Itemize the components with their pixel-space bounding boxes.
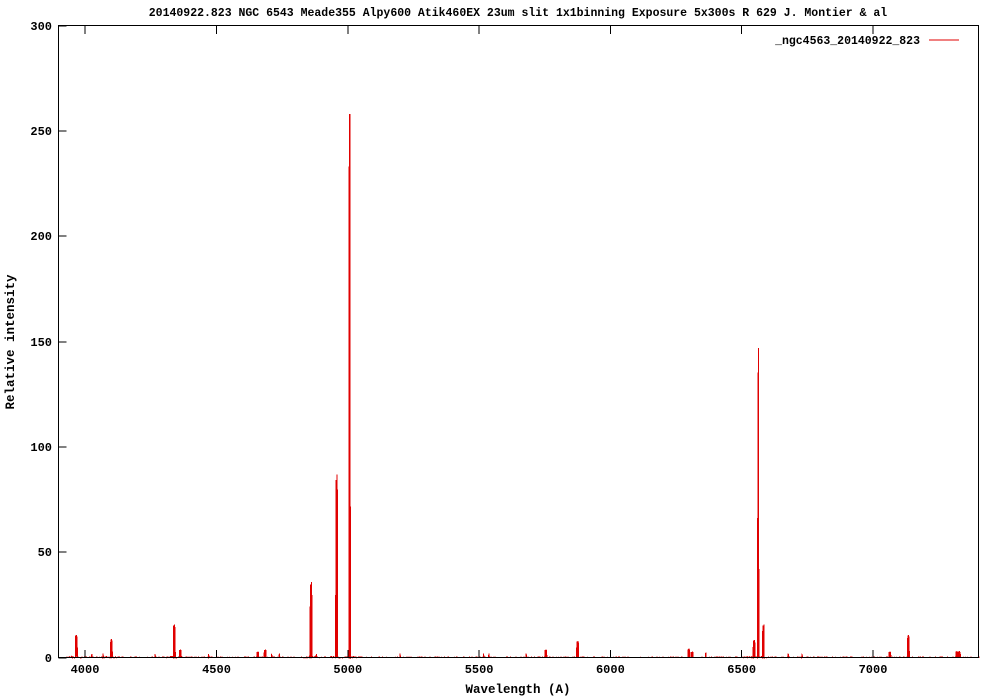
svg-text:_ngc4563_20140922_823: _ngc4563_20140922_823 xyxy=(774,35,920,48)
svg-text:100: 100 xyxy=(30,441,52,455)
svg-text:50: 50 xyxy=(38,546,52,560)
svg-text:300: 300 xyxy=(30,20,52,34)
svg-text:7000: 7000 xyxy=(859,663,888,677)
svg-text:Wavelength (A): Wavelength (A) xyxy=(465,683,570,697)
svg-text:250: 250 xyxy=(30,125,52,139)
svg-text:20140922.823 NGC 6543 Meade355: 20140922.823 NGC 6543 Meade355 Alpy600 A… xyxy=(149,7,888,20)
svg-text:4500: 4500 xyxy=(202,663,231,677)
svg-text:0: 0 xyxy=(45,652,52,666)
svg-text:6500: 6500 xyxy=(727,663,756,677)
svg-text:5500: 5500 xyxy=(465,663,494,677)
svg-text:200: 200 xyxy=(30,230,52,244)
svg-text:4000: 4000 xyxy=(71,663,100,677)
svg-text:Relative intensity: Relative intensity xyxy=(4,274,18,410)
svg-text:5000: 5000 xyxy=(333,663,362,677)
svg-text:150: 150 xyxy=(30,336,52,350)
svg-text:6000: 6000 xyxy=(596,663,625,677)
